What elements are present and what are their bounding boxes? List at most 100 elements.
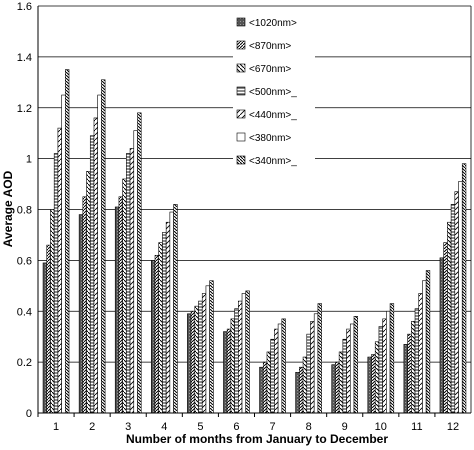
bar: [382, 318, 387, 414]
bar: [458, 181, 463, 414]
bar: [53, 153, 59, 414]
bars: [42, 69, 467, 414]
bar: [403, 344, 408, 414]
bar: [165, 221, 171, 414]
bar: [378, 326, 383, 414]
bar: [169, 211, 174, 414]
y-tick-label: 0.6: [17, 255, 32, 267]
legend: <1020nm> <870nm> <670nm> <500nm>_ <440nm>_ <3…: [233, 12, 315, 177]
bar: [89, 135, 95, 414]
bar: [50, 209, 55, 414]
bar: [317, 303, 322, 414]
bar: [46, 244, 51, 414]
legend-swatch: [236, 109, 246, 119]
x-tick-label: 3: [125, 421, 131, 433]
legend-swatch: [236, 86, 246, 96]
x-tick-label: 9: [342, 421, 348, 433]
bar: [226, 328, 232, 414]
bar: [93, 117, 98, 414]
bar: [454, 191, 459, 414]
bar: [133, 130, 138, 414]
bar: [158, 242, 163, 414]
legend-label: <380nm>: [249, 133, 291, 144]
bar: [439, 257, 444, 414]
bar: [302, 356, 308, 414]
x-tick-label: 8: [306, 421, 312, 433]
bar: [338, 351, 344, 414]
bar: [230, 318, 235, 414]
bar: [82, 196, 87, 414]
legend-box: [233, 12, 315, 177]
bar: [313, 313, 319, 414]
bar: [234, 308, 239, 414]
axes: [37, 6, 472, 417]
bar: [450, 204, 456, 414]
bar: [266, 351, 271, 414]
x-tick-label: 11: [411, 421, 422, 433]
bar: [86, 171, 91, 414]
y-tick-label: 0.2: [17, 357, 32, 369]
bar: [461, 163, 467, 414]
bar: [367, 356, 372, 414]
x-tick-label: 5: [197, 421, 203, 433]
bar: [299, 366, 304, 414]
legend-swatch: [236, 63, 246, 73]
x-axis-title: Number of months from January to Decembe…: [126, 432, 388, 446]
bar: [238, 300, 243, 414]
bar: [310, 321, 315, 414]
legend-label: <870nm>: [249, 41, 291, 52]
bar: [443, 242, 448, 414]
bar: [422, 280, 427, 414]
y-tick-label: 1: [26, 154, 32, 166]
bar: [245, 290, 250, 414]
legend-swatch: [236, 132, 246, 142]
bar: [187, 313, 192, 414]
bar: [223, 331, 228, 414]
bar: [353, 316, 358, 414]
y-tick-label: 1.2: [17, 103, 32, 115]
bar: [122, 178, 127, 414]
x-tick-label: 10: [375, 421, 387, 433]
bar: [447, 221, 452, 414]
y-tick-label: 0: [26, 408, 32, 420]
bar: [335, 361, 340, 414]
bar: [101, 79, 106, 414]
x-tick-label: 7: [269, 421, 275, 433]
legend-label: <500nm>_: [249, 87, 297, 98]
legend-label: <1020nm>: [249, 18, 297, 29]
y-axis-title: Average AOD: [1, 170, 15, 247]
bar: [331, 364, 336, 414]
bar: [389, 303, 395, 414]
bar: [154, 254, 160, 414]
legend-swatch: [236, 17, 246, 27]
y-tick-label: 0.4: [17, 306, 32, 318]
bar: [114, 206, 120, 414]
bar: [42, 262, 48, 414]
bar: [295, 371, 300, 414]
bar: [374, 341, 380, 414]
bar: [129, 148, 135, 414]
y-tick-label: 0.8: [17, 205, 32, 217]
bar: [194, 305, 199, 414]
bar: [118, 196, 123, 414]
x-tick-label: 2: [89, 421, 95, 433]
bar: [162, 232, 167, 414]
bar: [346, 328, 351, 414]
bar: [386, 310, 391, 414]
x-tick-label: 12: [447, 421, 459, 433]
bar: [65, 69, 70, 414]
bar: [274, 328, 279, 414]
bar: [97, 94, 102, 414]
bar: [61, 94, 66, 414]
bar: [209, 280, 214, 414]
y-tick-label: 1.4: [17, 52, 32, 64]
bar: [190, 310, 196, 414]
bar: [205, 285, 210, 414]
bar: [407, 333, 412, 414]
bar: [126, 153, 131, 414]
bar: [342, 338, 347, 414]
bar: [270, 338, 275, 414]
bar: [259, 366, 264, 414]
x-tick-label: 6: [233, 421, 239, 433]
